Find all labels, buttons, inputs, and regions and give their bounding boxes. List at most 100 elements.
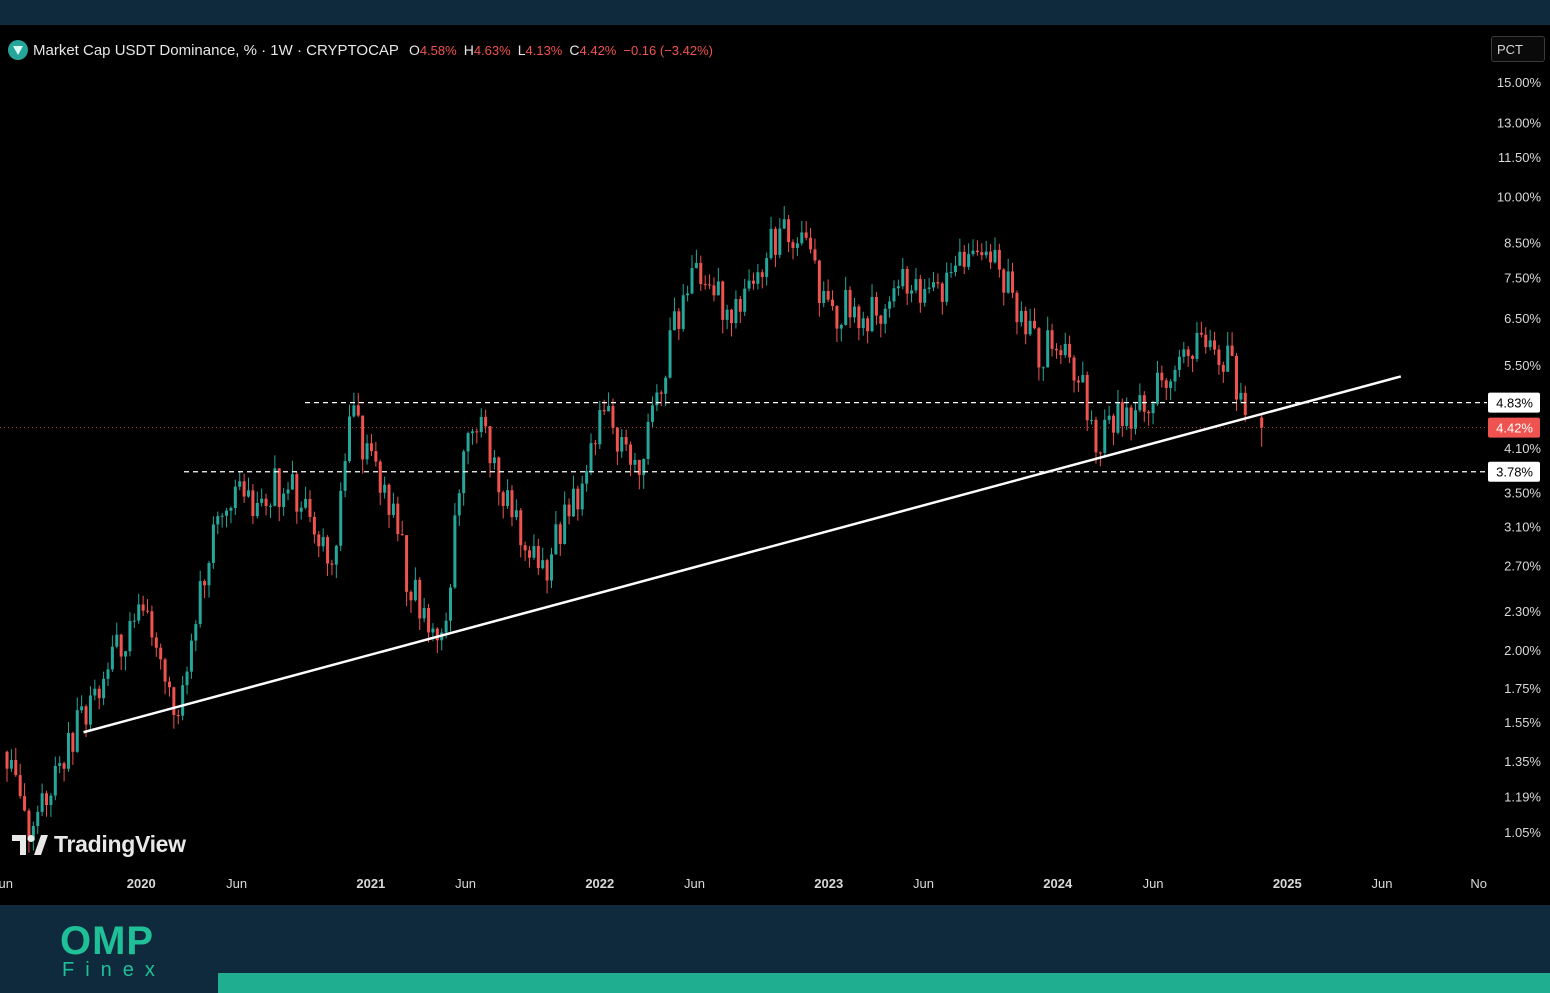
price-tick-label: 2.70%	[1504, 559, 1541, 574]
footer-banner: OMP Finex	[0, 905, 1550, 993]
candle-body	[1191, 355, 1195, 359]
time-tick-label: Jun	[1143, 876, 1164, 891]
last-candle-body	[1260, 417, 1264, 428]
candle-body	[804, 232, 808, 238]
candle-body	[866, 318, 870, 332]
candle-body	[497, 457, 501, 493]
current-price-tag-label: 4.42%	[1496, 421, 1533, 436]
candle-body	[888, 301, 892, 309]
candle-body	[488, 426, 492, 464]
candle-body	[1103, 419, 1107, 453]
candle-body	[510, 490, 514, 518]
candle-body	[809, 237, 813, 250]
candle-body	[1195, 332, 1199, 359]
candle-body	[787, 219, 791, 243]
candle-body	[128, 621, 132, 652]
candle-body	[211, 524, 215, 563]
candle-body	[185, 671, 189, 686]
candle-body	[615, 427, 619, 452]
ohlc-open-value: 4.58%	[419, 42, 457, 58]
candle-body	[1112, 415, 1116, 433]
candle-body	[9, 759, 13, 769]
omp-finex-logo: OMP Finex	[60, 919, 166, 981]
candle-body	[975, 250, 979, 253]
candle-body	[356, 405, 360, 416]
candle-body	[782, 219, 786, 229]
candle-body	[492, 457, 496, 464]
price-tick-label: 8.50%	[1504, 235, 1541, 250]
price-tick-label: 1.05%	[1504, 825, 1541, 840]
chart-plot[interactable]: 15.00% 13.00% 11.50% 10.00% 8.50% 7.50% 6.50% 5…	[0, 25, 1550, 905]
candle-body	[453, 515, 457, 588]
candle-body	[62, 763, 66, 769]
candle-body	[756, 272, 760, 284]
chart-panel[interactable]: 15.00% 13.00% 11.50% 10.00% 8.50% 7.50% 6.50% 5…	[0, 25, 1550, 905]
price-tick-label: 6.50%	[1504, 311, 1541, 326]
candle-body	[989, 251, 993, 263]
candle-body	[1151, 403, 1155, 414]
candle-body	[260, 498, 264, 503]
candle-body	[330, 563, 334, 565]
percent-scale-button[interactable]: PCT	[1491, 36, 1545, 62]
candle-body	[444, 620, 448, 633]
candle-body	[312, 516, 316, 535]
candle-body	[940, 283, 944, 302]
candle-body	[743, 288, 747, 312]
candle-body	[611, 406, 615, 428]
candle-body	[927, 287, 931, 289]
candle-body	[589, 443, 593, 471]
ohlc-low-label: L	[517, 42, 526, 58]
candle-body	[203, 581, 207, 586]
candle-body	[1221, 364, 1225, 372]
candle-body	[637, 459, 641, 475]
candle-body	[1199, 332, 1203, 335]
candle-body	[1125, 407, 1129, 427]
candle-body	[1155, 372, 1159, 404]
candle-body	[75, 710, 79, 752]
candle-body	[189, 640, 193, 672]
candle-body	[734, 298, 738, 324]
candle-body	[923, 288, 927, 303]
candle-body	[861, 318, 865, 329]
candle-body	[1094, 419, 1098, 453]
candle-body	[962, 251, 966, 267]
candle-body	[848, 289, 852, 318]
candle-body	[620, 437, 624, 452]
candle-body	[1019, 310, 1023, 323]
candle-body	[457, 493, 461, 516]
symbol-legend[interactable]: Market Cap USDT Dominance, % · 1W · CRYP…	[8, 39, 713, 61]
candle-body	[773, 228, 777, 255]
candle-body	[348, 416, 352, 462]
time-tick-label: Jun	[0, 876, 13, 891]
candle-body	[475, 431, 479, 433]
candle-body	[352, 405, 356, 417]
ohlc-close-value: 4.42%	[579, 42, 617, 58]
price-tick-label: 13.00%	[1497, 116, 1542, 131]
candle-body	[88, 695, 92, 725]
candle-body	[1243, 392, 1247, 415]
price-tick-label: 2.30%	[1504, 604, 1541, 619]
candle-body	[146, 610, 150, 612]
candle-body	[387, 484, 391, 515]
time-tick-label: 2021	[356, 876, 385, 891]
candle-body	[932, 282, 936, 288]
candle-body	[945, 272, 949, 302]
price-tick-label: 3.10%	[1504, 520, 1541, 535]
omp-wordmark: OMP	[60, 919, 155, 963]
candle-body	[896, 286, 900, 289]
candle-body	[800, 232, 804, 244]
candle-body	[1186, 349, 1190, 356]
candle-body	[826, 291, 830, 300]
tradingview-logo[interactable]: TradingView	[12, 831, 186, 858]
candle-body	[813, 249, 817, 261]
candle-body	[984, 251, 988, 256]
tether-icon	[8, 40, 28, 60]
candle-body	[760, 272, 764, 277]
candle-body	[268, 505, 272, 507]
candle-body	[686, 293, 690, 296]
candles-layer	[5, 206, 1264, 853]
candle-body	[901, 268, 905, 287]
level-price-tag	[1488, 392, 1540, 413]
footer-accent-bar	[218, 973, 1550, 993]
candle-body	[580, 483, 584, 510]
